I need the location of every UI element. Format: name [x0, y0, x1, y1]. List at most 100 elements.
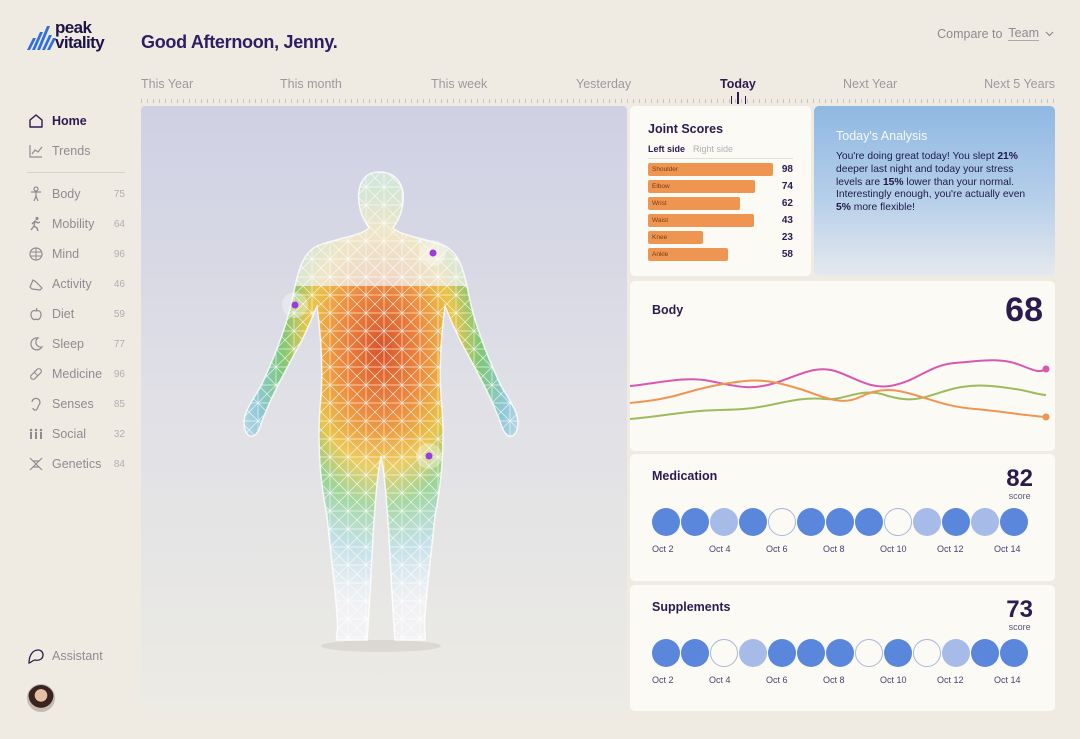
intake-dot-empty[interactable]	[768, 508, 796, 536]
body-score-card[interactable]: Body 68	[630, 281, 1055, 451]
medication-card[interactable]: Medication 82 score Oct 2 Oct 4 Oct 6 Oc…	[630, 454, 1055, 581]
intake-dot-empty[interactable]	[710, 639, 738, 667]
sidebar-item-senses[interactable]: Senses 85	[27, 389, 127, 419]
joint-row[interactable]: Waist 43	[648, 212, 793, 229]
intake-dot-full[interactable]	[797, 508, 825, 536]
intake-dot-half[interactable]	[942, 639, 970, 667]
intake-dot-half[interactable]	[710, 508, 738, 536]
chevron-down-icon[interactable]	[1045, 31, 1054, 37]
sidebar-item-diet[interactable]: Diet 59	[27, 299, 127, 329]
sidebar-item-home[interactable]: Home	[27, 106, 127, 136]
sidebar-item-count: 84	[113, 458, 125, 470]
timeline-this-month[interactable]: This month	[280, 77, 342, 91]
joint-row[interactable]: Shoulder 98	[648, 161, 793, 178]
trends-icon	[27, 142, 45, 160]
sidebar-item-count: 46	[113, 278, 125, 290]
sidebar-item-mobility[interactable]: Mobility 64	[27, 209, 127, 239]
joint-row[interactable]: Wrist 62	[648, 195, 793, 212]
body-visualization[interactable]	[141, 106, 627, 711]
joint-row[interactable]: Knee 23	[648, 229, 793, 246]
intake-dot-full[interactable]	[826, 639, 854, 667]
intake-dot-half[interactable]	[971, 508, 999, 536]
avatar[interactable]	[27, 684, 55, 712]
intake-dot-full[interactable]	[942, 508, 970, 536]
mobility-icon	[27, 215, 45, 233]
joint-scores-title: Joint Scores	[648, 122, 724, 136]
intake-dot-full[interactable]	[681, 639, 709, 667]
joint-value: 43	[781, 215, 793, 226]
timeline-this-week[interactable]: This week	[431, 77, 488, 91]
sidebar-item-label: Senses	[52, 397, 94, 411]
body-score: 68	[1005, 291, 1043, 329]
assistant-icon	[27, 647, 45, 665]
timeline[interactable]: This Year This month This week Yesterday…	[141, 77, 1055, 105]
date-label: Oct 10	[880, 544, 907, 554]
intake-dot-full[interactable]	[652, 508, 680, 536]
sidebar: Home Trends Body 75 Mobility 64 Mind 96 …	[27, 106, 127, 479]
joint-value: 98	[781, 164, 793, 175]
compare-value[interactable]: Team	[1008, 26, 1039, 41]
intake-dot-full[interactable]	[1000, 508, 1028, 536]
intake-dot-full[interactable]	[971, 639, 999, 667]
intake-dot-full[interactable]	[652, 639, 680, 667]
mind-icon	[27, 245, 45, 263]
joint-bar: Ankle	[648, 248, 728, 261]
joint-bar: Knee	[648, 231, 703, 244]
tab-left-side[interactable]: Left side	[648, 144, 686, 154]
timeline-ticks[interactable]	[141, 99, 1055, 103]
date-label: Oct 8	[823, 544, 845, 554]
brand-logo[interactable]: peak vitality	[27, 19, 127, 54]
intake-dot-full[interactable]	[884, 639, 912, 667]
date-label: Oct 2	[652, 675, 674, 685]
sidebar-item-mind[interactable]: Mind 96	[27, 239, 127, 269]
timeline-yesterday[interactable]: Yesterday	[576, 77, 632, 91]
timeline-next-year[interactable]: Next Year	[843, 77, 898, 91]
sidebar-item-label: Mobility	[52, 217, 95, 231]
intake-dot-full[interactable]	[681, 508, 709, 536]
tab-right-side[interactable]: Right side	[693, 144, 734, 154]
intake-dot-empty[interactable]	[884, 508, 912, 536]
intake-dot-full[interactable]	[739, 508, 767, 536]
intake-dot-full[interactable]	[768, 639, 796, 667]
supplements-card[interactable]: Supplements 73 score Oct 2 Oct 4 Oct 6 O…	[630, 585, 1055, 711]
sidebar-item-count: 77	[113, 338, 125, 350]
body-figure-illustration	[243, 171, 519, 652]
sidebar-item-genetics[interactable]: Genetics 84	[27, 449, 127, 479]
supplements-title: Supplements	[652, 600, 731, 614]
joint-value: 74	[781, 181, 793, 192]
timeline-today[interactable]: Today	[720, 77, 756, 91]
medication-dots	[652, 508, 1028, 536]
sidebar-item-count: 96	[113, 248, 125, 260]
date-label: Oct 4	[709, 544, 731, 554]
sidebar-item-count: 85	[113, 398, 125, 410]
sidebar-item-social[interactable]: Social 32	[27, 419, 127, 449]
sidebar-item-trends[interactable]: Trends	[27, 136, 127, 166]
sidebar-item-label: Mind	[52, 247, 80, 261]
compare-selector[interactable]: Compare to Team	[937, 26, 1054, 41]
supplements-score-box: 73 score	[1006, 597, 1033, 632]
intake-dot-half[interactable]	[913, 508, 941, 536]
sidebar-item-count: 32	[113, 428, 125, 440]
intake-dot-empty[interactable]	[913, 639, 941, 667]
timeline-next-5-years[interactable]: Next 5 Years	[984, 77, 1055, 91]
intake-dot-empty[interactable]	[855, 639, 883, 667]
supplements-dates: Oct 2 Oct 4 Oct 6 Oct 8 Oct 10 Oct 12 Oc…	[652, 675, 1051, 685]
intake-dot-half[interactable]	[739, 639, 767, 667]
timeline-this-year[interactable]: This Year	[141, 77, 194, 91]
intake-dot-full[interactable]	[826, 508, 854, 536]
intake-dot-full[interactable]	[1000, 639, 1028, 667]
sidebar-item-activity[interactable]: Activity 46	[27, 269, 127, 299]
sidebar-item-sleep[interactable]: Sleep 77	[27, 329, 127, 359]
timeline-current-marker[interactable]	[737, 92, 739, 104]
sidebar-item-label: Sleep	[52, 337, 84, 351]
joint-row[interactable]: Elbow 74	[648, 178, 793, 195]
joint-row[interactable]: Ankle 58	[648, 246, 793, 263]
intake-dot-full[interactable]	[797, 639, 825, 667]
assistant-button[interactable]: Assistant	[27, 647, 103, 665]
intake-dot-full[interactable]	[855, 508, 883, 536]
sidebar-item-body[interactable]: Body 75	[27, 179, 127, 209]
sidebar-item-medicine[interactable]: Medicine 96	[27, 359, 127, 389]
medication-title: Medication	[652, 469, 718, 483]
genetics-icon	[27, 455, 45, 473]
supplements-dots	[652, 639, 1028, 667]
